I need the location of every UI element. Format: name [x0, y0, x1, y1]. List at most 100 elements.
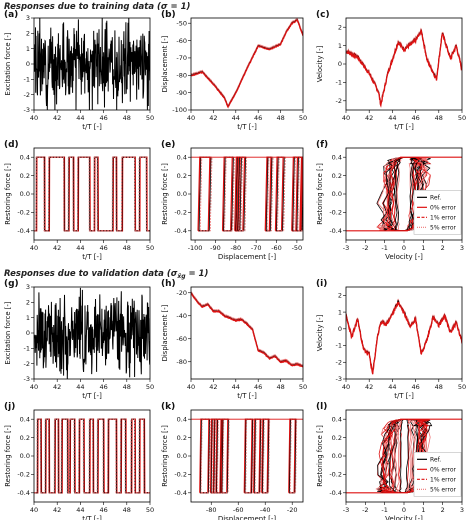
- x-tick-label: -70: [251, 244, 262, 252]
- axes-frame: [345, 17, 463, 111]
- x-tick-label: -2: [362, 244, 368, 252]
- x-tick-label: -80: [230, 244, 241, 252]
- y-axis-label: Restoring force [-]: [316, 163, 324, 225]
- loop-trace: [398, 419, 410, 493]
- series-reference: [191, 292, 303, 367]
- section-title-training: Responses due to training data (σ = 1): [4, 2, 191, 12]
- axes-frame: [345, 409, 463, 503]
- panel-l: (l) -3 -2 -1 0 1 2 3 -0.4 -0.2 0.0 0.2 0.4 Velocity […: [316, 402, 464, 520]
- axes-frame: [33, 409, 151, 503]
- x-tick-label: 48: [435, 114, 443, 122]
- y-tick-label: -0.4: [17, 489, 30, 497]
- y-tick-label: -0.2: [17, 471, 30, 479]
- legend-1pct: 1% error: [430, 477, 456, 484]
- y-tick-label: 0.0: [332, 190, 342, 198]
- x-tick-label: 0: [402, 244, 406, 252]
- y-tick-label: 0.2: [177, 172, 187, 180]
- legend-1pct: 1% error: [430, 215, 456, 222]
- panel-i: (i) 40 42 44 46 48 50 -3 -2 -1 0 1 2 t/T [-] Velocity …: [316, 279, 466, 400]
- series-reference: [34, 418, 150, 494]
- panel-label: (k): [161, 402, 175, 412]
- y-tick-label: -3: [24, 106, 30, 114]
- series-prediction: [34, 156, 150, 232]
- panel-label: (h): [161, 279, 176, 289]
- y-tick-label: -3: [336, 375, 342, 383]
- x-tick-label: 50: [299, 383, 307, 391]
- panel-h: (h) 40 42 44 46 48 50 -80 -60 -40 -20 t/T [-] Displa…: [161, 279, 307, 400]
- x-axis-label: t/T [-]: [82, 123, 102, 131]
- y-tick-label: -0.4: [17, 227, 30, 235]
- axes-frame: [190, 147, 304, 241]
- panel-k: (k) -80 -60 -40 -20 -0.4 -0.2 0.0 0.2 0.4 Displace…: [161, 402, 304, 520]
- y-tick-label: 0.4: [20, 415, 30, 423]
- svg-text:Responses due to training data: Responses due to training data (σ = 1): [4, 2, 191, 12]
- y-tick-label: 0.2: [177, 434, 187, 442]
- y-tick-label: 0.0: [177, 452, 187, 460]
- x-axis-label: Velocity [-]: [385, 253, 423, 261]
- x-tick-label: 44: [76, 506, 84, 514]
- title-validation-symbol: σ: [171, 269, 178, 279]
- series-prediction: [34, 418, 150, 494]
- axes-frame: [33, 147, 151, 241]
- plot-area: [34, 418, 150, 494]
- x-tick-label: -40: [260, 506, 271, 514]
- y-tick-label: -2: [336, 358, 342, 366]
- plot-area: [191, 418, 303, 494]
- plot-area: [34, 287, 150, 379]
- section-title-validation: Responses due to validation data (σẍg = …: [4, 269, 208, 280]
- x-tick-label: 50: [458, 383, 466, 391]
- y-tick-label: 0.0: [332, 452, 342, 460]
- x-tick-label: -2: [362, 506, 368, 514]
- x-axis-label: t/T [-]: [82, 392, 102, 400]
- x-axis-label: t/T [-]: [394, 392, 414, 400]
- x-tick-label: -90: [210, 244, 221, 252]
- title-validation-end: ): [203, 269, 208, 279]
- y-tick-label: 0.4: [332, 153, 342, 161]
- hysteresis-loop: [214, 418, 223, 494]
- x-tick-label: 46: [99, 114, 107, 122]
- y-tick-label: 0: [338, 60, 342, 68]
- x-tick-label: 50: [146, 383, 154, 391]
- hysteresis-loop: [267, 156, 274, 232]
- series-0pct: [346, 301, 462, 375]
- y-tick-label: 0: [26, 329, 30, 337]
- y-tick-label: 0.2: [332, 172, 342, 180]
- series-prediction: [34, 418, 150, 494]
- y-tick-label: -1: [24, 76, 30, 84]
- y-tick-label: 2: [26, 30, 30, 38]
- title-training-symbol: σ = 1: [161, 2, 187, 12]
- panel-g: (g) 40 42 44 46 48 50 -3 -2 -1 0 1 2 3 t/T [-] Excitati…: [4, 279, 154, 400]
- legend-0pct: 0% error: [430, 467, 456, 474]
- axes-frame: [33, 17, 151, 111]
- x-tick-label: 48: [276, 114, 284, 122]
- x-tick-label: 40: [30, 244, 38, 252]
- plot-area: [191, 18, 303, 109]
- x-tick-label: -50: [292, 244, 303, 252]
- x-tick-label: 44: [76, 114, 84, 122]
- x-tick-label: 46: [99, 506, 107, 514]
- y-tick-label: 3: [26, 283, 30, 291]
- x-tick-label: 50: [299, 114, 307, 122]
- x-tick-label: 48: [276, 383, 284, 391]
- x-tick-label: 50: [146, 114, 154, 122]
- x-tick-label: 40: [30, 114, 38, 122]
- panel-label: (f): [316, 140, 328, 150]
- y-tick-label: -0.4: [174, 489, 187, 497]
- x-tick-label: 40: [30, 383, 38, 391]
- x-tick-label: 42: [209, 383, 217, 391]
- y-axis-label: Displacement [-]: [161, 304, 169, 361]
- y-tick-label: 0.0: [20, 190, 30, 198]
- panel-label: (b): [161, 10, 176, 20]
- series-0pct: [346, 29, 462, 108]
- x-axis-label: t/T [-]: [237, 392, 257, 400]
- series-5pct: [191, 291, 303, 366]
- hysteresis-loop: [297, 156, 303, 232]
- x-tick-label: 40: [342, 383, 350, 391]
- x-tick-label: -60: [271, 244, 282, 252]
- x-tick-label: 48: [435, 383, 443, 391]
- plot-area: [191, 156, 303, 232]
- y-tick-label: 0.2: [332, 434, 342, 442]
- panel-label: (g): [4, 279, 19, 289]
- x-tick-label: 46: [411, 383, 419, 391]
- hysteresis-loop: [199, 156, 213, 232]
